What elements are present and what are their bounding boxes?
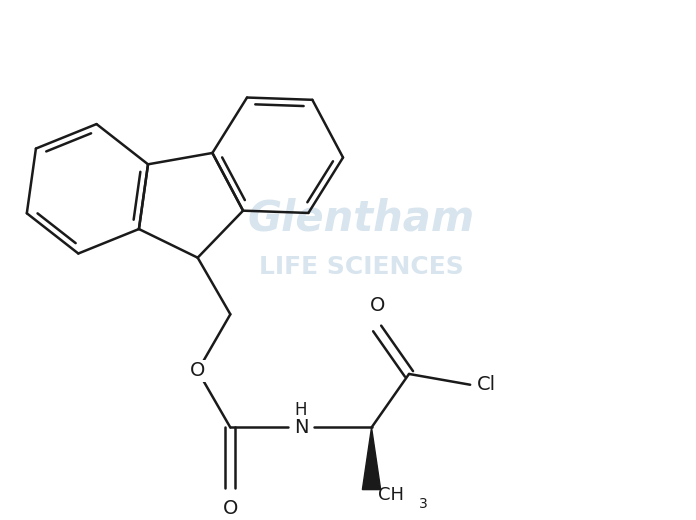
Text: CH: CH bbox=[378, 486, 404, 504]
Text: N: N bbox=[294, 418, 308, 437]
Text: 3: 3 bbox=[418, 497, 427, 511]
Text: H: H bbox=[294, 401, 307, 419]
Polygon shape bbox=[363, 427, 381, 490]
Text: O: O bbox=[370, 296, 385, 315]
Text: Cl: Cl bbox=[477, 375, 496, 394]
Text: LIFE SCIENCES: LIFE SCIENCES bbox=[259, 255, 464, 279]
Text: Glentham: Glentham bbox=[248, 198, 475, 240]
Text: O: O bbox=[190, 361, 205, 381]
Text: O: O bbox=[223, 499, 238, 518]
